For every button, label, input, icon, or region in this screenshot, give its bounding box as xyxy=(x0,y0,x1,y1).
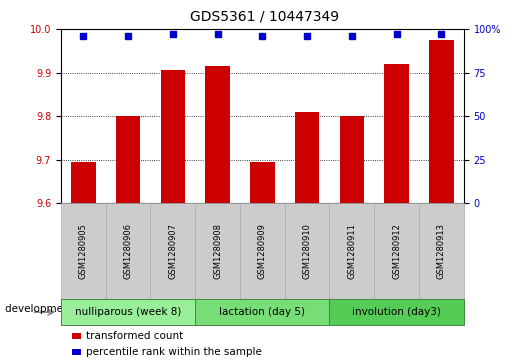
Text: GSM1280908: GSM1280908 xyxy=(213,223,222,280)
Text: GSM1280913: GSM1280913 xyxy=(437,223,446,280)
Text: nulliparous (week 8): nulliparous (week 8) xyxy=(75,307,181,317)
Text: involution (day3): involution (day3) xyxy=(352,307,441,317)
Text: GDS5361 / 10447349: GDS5361 / 10447349 xyxy=(190,9,340,23)
Bar xyxy=(295,112,320,203)
Bar xyxy=(71,162,95,203)
Bar xyxy=(116,116,140,203)
Text: GSM1280909: GSM1280909 xyxy=(258,224,267,279)
Text: GSM1280911: GSM1280911 xyxy=(347,224,356,279)
Text: transformed count: transformed count xyxy=(86,331,183,341)
Bar xyxy=(429,40,454,203)
Text: percentile rank within the sample: percentile rank within the sample xyxy=(86,347,262,357)
Text: GSM1280910: GSM1280910 xyxy=(303,224,312,279)
Text: GSM1280912: GSM1280912 xyxy=(392,224,401,279)
Bar xyxy=(340,116,364,203)
Bar xyxy=(250,162,275,203)
Text: GSM1280905: GSM1280905 xyxy=(79,224,88,279)
Text: GSM1280907: GSM1280907 xyxy=(169,223,178,280)
Bar xyxy=(205,66,230,203)
Text: development stage: development stage xyxy=(5,303,107,314)
Text: GSM1280906: GSM1280906 xyxy=(123,223,132,280)
Bar xyxy=(161,70,185,203)
Text: lactation (day 5): lactation (day 5) xyxy=(219,307,305,317)
Bar xyxy=(384,64,409,203)
